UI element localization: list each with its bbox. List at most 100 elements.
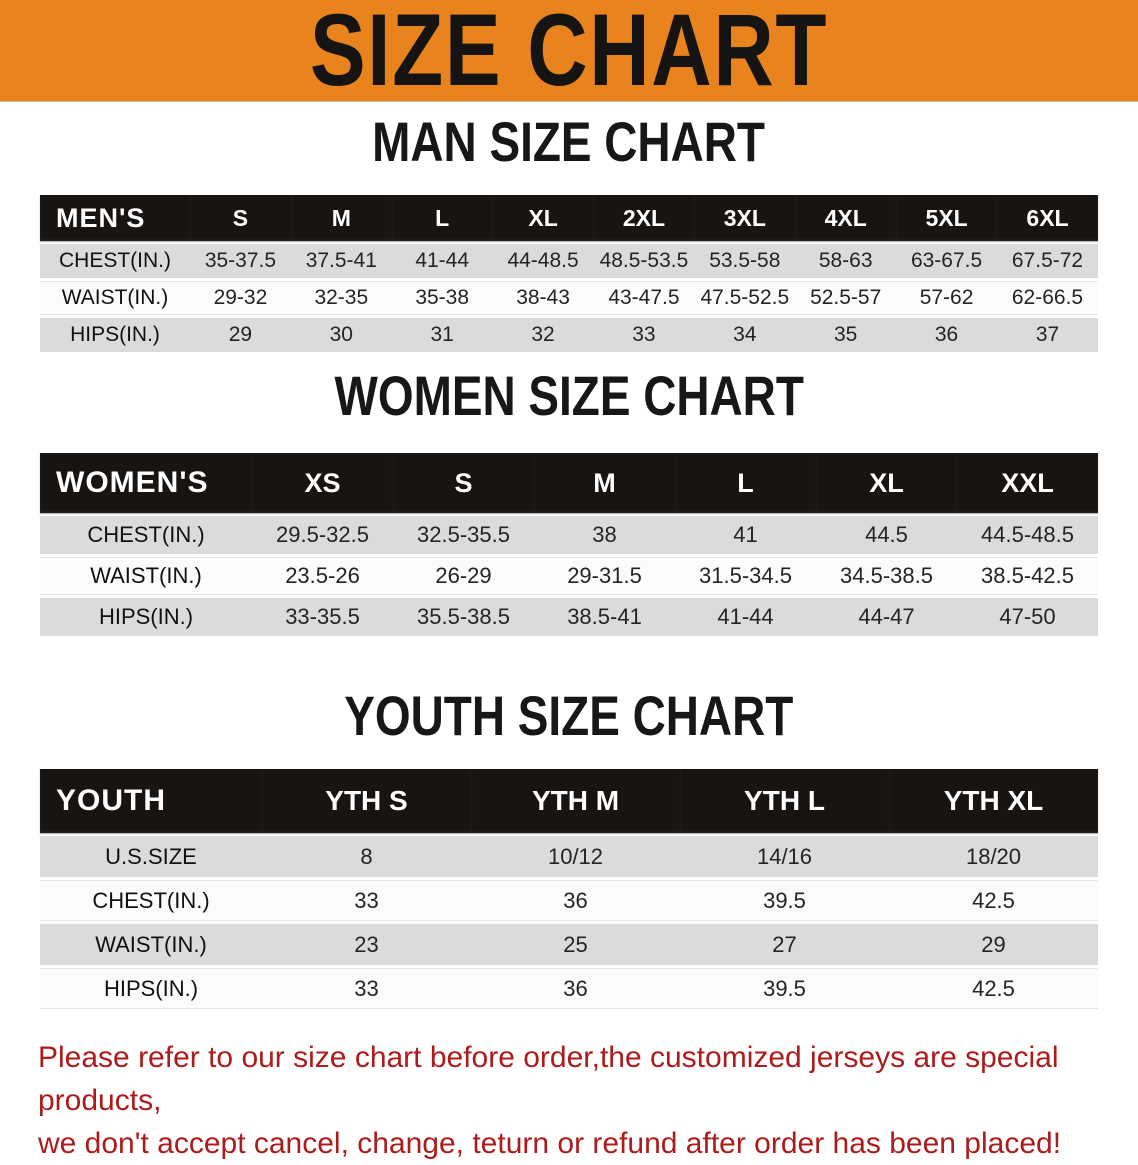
row-label: HIPS(IN.) (40, 318, 190, 352)
column-header: XL (492, 195, 594, 241)
table-row: HIPS(IN.) 29 30 31 32 33 34 35 36 37 (40, 318, 1098, 352)
table-row: CHEST(IN.) 35-37.5 37.5-41 41-44 44-48.5 48.5… (40, 244, 1098, 278)
size-value-cell: 34.5-38.5 (816, 557, 957, 595)
size-value-cell: 42.5 (889, 880, 1098, 921)
column-header: S (393, 453, 534, 513)
row-label: WAIST(IN.) (40, 924, 262, 965)
size-value-cell: 38.5-41 (534, 598, 675, 636)
row-label: WAIST(IN.) (40, 557, 252, 595)
size-value-cell: 41-44 (391, 244, 493, 278)
column-header: 3XL (694, 195, 796, 241)
column-header: M (290, 195, 392, 241)
size-value-cell: 29-31.5 (534, 557, 675, 595)
size-value-cell: 41-44 (675, 598, 816, 636)
disclaimer-line-2: we don't accept cancel, change, teturn o… (38, 1127, 1062, 1160)
column-header: XS (252, 453, 393, 513)
size-value-cell: 18/20 (889, 836, 1098, 877)
size-value-cell: 29 (190, 318, 291, 352)
womens-size-table: WOMEN'S XS S M L XL XXL CHEST(IN.) 29.5-32.5 32.… (40, 450, 1098, 639)
header-row: YOUTH YTH S YTH M YTH L YTH XL (40, 769, 1098, 833)
table-corner-label: MEN'S (40, 195, 190, 241)
size-value-cell: 32 (492, 318, 594, 352)
size-value-cell: 62-66.5 (997, 281, 1098, 315)
header-row: WOMEN'S XS S M L XL XXL (40, 453, 1098, 513)
size-value-cell: 32.5-35.5 (393, 516, 534, 554)
table-row: CHEST(IN.) 29.5-32.5 32.5-35.5 38 41 44.5 44.5… (40, 516, 1098, 554)
size-value-cell: 47.5-52.5 (694, 281, 796, 315)
size-value-cell: 29.5-32.5 (252, 516, 393, 554)
size-value-cell: 10/12 (471, 836, 680, 877)
size-value-cell: 33 (593, 318, 695, 352)
column-header: XXL (957, 453, 1098, 513)
table-row: HIPS(IN.) 33-35.5 35.5-38.5 38.5-41 41-44 44-… (40, 598, 1098, 636)
size-value-cell: 39.5 (680, 968, 889, 1009)
row-label: WAIST(IN.) (40, 281, 190, 315)
size-value-cell: 23.5-26 (252, 557, 393, 595)
size-value-cell: 25 (471, 924, 680, 965)
size-value-cell: 8 (262, 836, 471, 877)
size-value-cell: 38 (534, 516, 675, 554)
size-value-cell: 37.5-41 (290, 244, 392, 278)
table-row: HIPS(IN.) 33 36 39.5 42.5 (40, 968, 1098, 1009)
table-corner-label: WOMEN'S (40, 453, 252, 513)
size-value-cell: 44.5-48.5 (957, 516, 1098, 554)
table-row: WAIST(IN.) 23.5-26 26-29 29-31.5 31.5-34.5 34… (40, 557, 1098, 595)
column-header: L (391, 195, 493, 241)
men-section-heading-text: MAN SIZE CHART (372, 110, 766, 173)
row-label: CHEST(IN.) (40, 880, 262, 921)
disclaimer-line-1: Please refer to our size chart before or… (38, 1041, 1059, 1117)
size-value-cell: 30 (290, 318, 392, 352)
size-value-cell: 31.5-34.5 (675, 557, 816, 595)
size-value-cell: 38.5-42.5 (957, 557, 1098, 595)
size-value-cell: 53.5-58 (694, 244, 796, 278)
size-value-cell: 63-67.5 (896, 244, 997, 278)
mens-size-table: MEN'S S M L XL 2XL 3XL 4XL 5XL 6XL CHEST(IN.) 35-3… (40, 192, 1098, 355)
size-value-cell: 47-50 (957, 598, 1098, 636)
women-section-heading: WOMEN SIZE CHART (0, 366, 1138, 426)
size-value-cell: 39.5 (680, 880, 889, 921)
column-header: 4XL (795, 195, 897, 241)
size-value-cell: 32-35 (290, 281, 392, 315)
column-header: XL (816, 453, 957, 513)
size-value-cell: 57-62 (896, 281, 997, 315)
size-value-cell: 33 (262, 968, 471, 1009)
row-label: CHEST(IN.) (40, 516, 252, 554)
size-chart-banner: SIZE CHART (0, 0, 1138, 101)
size-value-cell: 36 (471, 880, 680, 921)
column-header: S (190, 195, 291, 241)
youth-section-heading: YOUTH SIZE CHART (0, 686, 1138, 746)
youth-section-heading-text: YOUTH SIZE CHART (344, 684, 794, 747)
size-value-cell: 58-63 (795, 244, 897, 278)
column-header: M (534, 453, 675, 513)
table-corner-label: YOUTH (40, 769, 262, 833)
table-row: U.S.SIZE 8 10/12 14/16 18/20 (40, 836, 1098, 877)
table-row: WAIST(IN.) 29-32 32-35 35-38 38-43 43-47.5 47.… (40, 281, 1098, 315)
header-row: MEN'S S M L XL 2XL 3XL 4XL 5XL 6XL (40, 195, 1098, 241)
column-header: YTH S (262, 769, 471, 833)
row-label: HIPS(IN.) (40, 968, 262, 1009)
column-header: YTH XL (889, 769, 1098, 833)
women-section-heading-text: WOMEN SIZE CHART (334, 364, 804, 427)
size-value-cell: 43-47.5 (593, 281, 695, 315)
table-row: CHEST(IN.) 33 36 39.5 42.5 (40, 880, 1098, 921)
size-value-cell: 36 (896, 318, 997, 352)
size-value-cell: 33-35.5 (252, 598, 393, 636)
size-value-cell: 35-37.5 (190, 244, 291, 278)
size-value-cell: 29-32 (190, 281, 291, 315)
size-value-cell: 44-48.5 (492, 244, 594, 278)
column-header: 6XL (997, 195, 1098, 241)
column-header: 2XL (593, 195, 695, 241)
size-value-cell: 48.5-53.5 (593, 244, 695, 278)
size-value-cell: 42.5 (889, 968, 1098, 1009)
table-row: WAIST(IN.) 23 25 27 29 (40, 924, 1098, 965)
youth-size-table: YOUTH YTH S YTH M YTH L YTH XL U.S.SIZE 8 10/1… (40, 766, 1098, 1012)
size-value-cell: 36 (471, 968, 680, 1009)
size-value-cell: 29 (889, 924, 1098, 965)
size-value-cell: 35 (795, 318, 897, 352)
disclaimer-note: Please refer to our size chart before or… (38, 1036, 1118, 1165)
size-value-cell: 67.5-72 (997, 244, 1098, 278)
size-value-cell: 27 (680, 924, 889, 965)
size-value-cell: 33 (262, 880, 471, 921)
size-value-cell: 35.5-38.5 (393, 598, 534, 636)
size-value-cell: 38-43 (492, 281, 594, 315)
